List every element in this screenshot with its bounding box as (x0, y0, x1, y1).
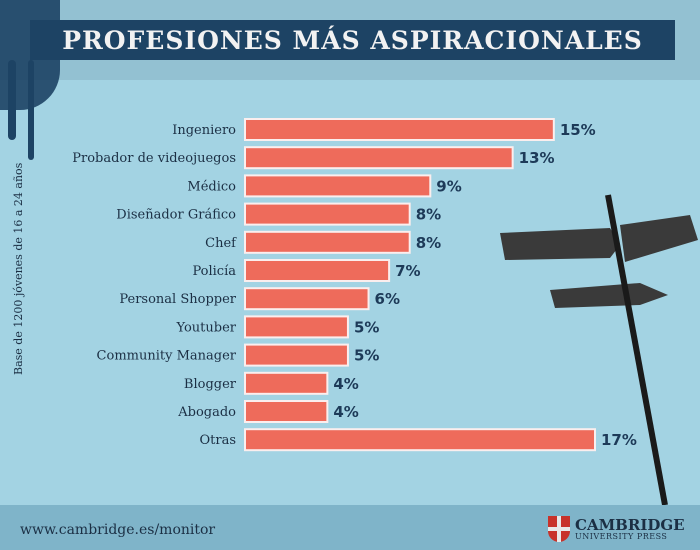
category-label: Community Manager (97, 349, 237, 364)
paint-drip-decoration (8, 60, 16, 140)
cambridge-shield-icon (548, 516, 570, 542)
paint-drip-decoration (28, 60, 34, 160)
category-label: Policía (192, 264, 236, 279)
value-label: 5% (354, 347, 379, 365)
category-label: Personal Shopper (119, 292, 236, 307)
category-label: Chef (205, 236, 237, 251)
category-label: Probador de videojuegos (72, 151, 236, 166)
bar (244, 400, 329, 423)
bar (244, 287, 370, 311)
value-label: 8% (416, 234, 441, 252)
chart-title: PROFESIONES MÁS ASPIRACIONALES (62, 25, 643, 55)
bar (244, 371, 329, 395)
value-label: 17% (601, 431, 637, 449)
bar (244, 146, 514, 170)
value-label: 9% (436, 177, 461, 195)
value-label: 15% (560, 121, 596, 139)
bar (244, 202, 411, 226)
bar (244, 118, 555, 141)
value-label: 4% (333, 375, 358, 393)
value-label: 5% (354, 318, 379, 336)
value-label: 7% (395, 262, 420, 280)
category-label: Ingeniero (172, 123, 236, 138)
logo-subtitle: UNIVERSITY PRESS (575, 531, 668, 541)
value-label: 13% (519, 149, 555, 167)
footer-band (0, 505, 700, 550)
category-label: Blogger (184, 377, 237, 392)
bar (244, 174, 432, 198)
logo-name: CAMBRIDGE (575, 515, 685, 534)
cambridge-logo: CAMBRIDGE UNIVERSITY PRESS (548, 516, 685, 542)
bar (244, 428, 596, 452)
category-label: Médico (187, 179, 236, 194)
signpost-illustration (500, 194, 698, 506)
title-bar: PROFESIONES MÁS ASPIRACIONALES (30, 20, 675, 60)
bar (244, 230, 411, 254)
footer-url-link[interactable]: www.cambridge.es/monitor (20, 522, 216, 538)
category-label: Otras (199, 433, 236, 448)
value-label: 4% (333, 403, 358, 421)
bar (244, 259, 391, 282)
category-label: Youtuber (176, 320, 237, 335)
category-label: Abogado (177, 405, 236, 420)
bar (244, 315, 349, 339)
bar (244, 343, 349, 367)
value-label: 8% (416, 206, 441, 224)
value-label: 6% (375, 290, 400, 308)
category-label: Diseñador Gráfico (116, 208, 236, 223)
